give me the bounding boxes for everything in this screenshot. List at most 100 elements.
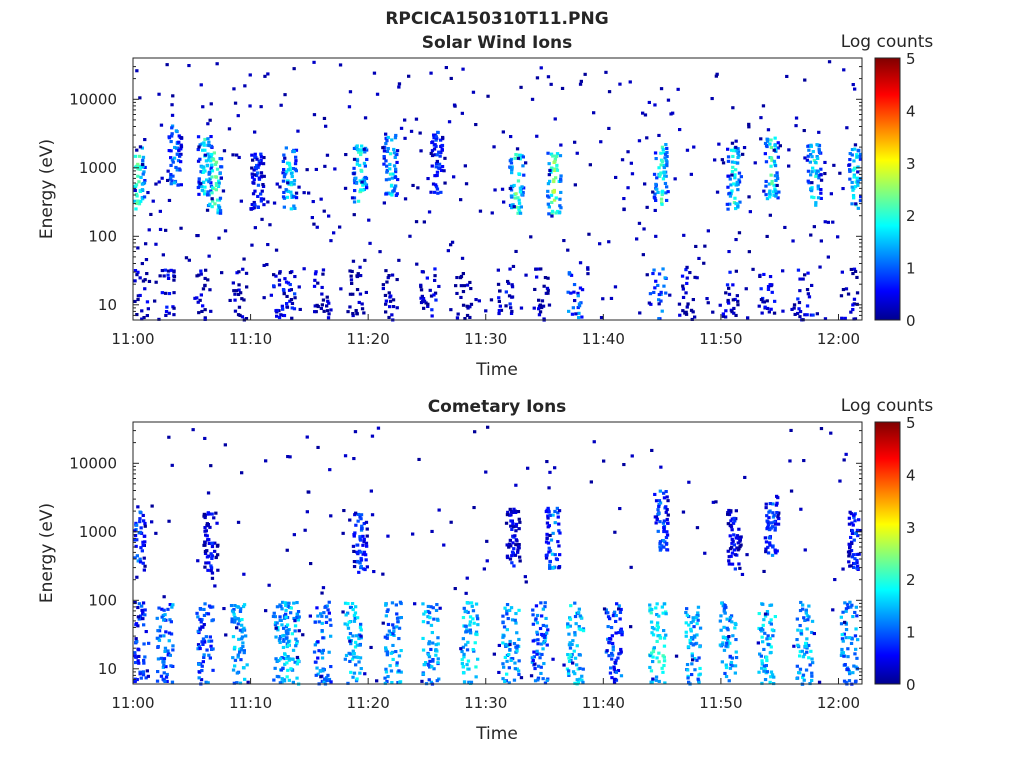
- spectrogram-cell: [805, 158, 809, 162]
- spectrogram-cell: [384, 603, 388, 607]
- spectrogram-cell: [853, 562, 857, 566]
- spectrogram-cell: [352, 157, 357, 161]
- plot-frame: [132, 57, 863, 321]
- spectrogram-cell: [287, 288, 292, 292]
- spectrogram-cell: [160, 615, 164, 619]
- spectrogram-cell: [325, 309, 330, 313]
- spectrogram-cell: [283, 601, 287, 605]
- spectrogram-cell: [423, 610, 428, 614]
- spectrogram-cell: [747, 195, 751, 199]
- spectrogram-cell: [274, 657, 278, 661]
- spectrogram-cell: [381, 287, 385, 291]
- spectrogram-cell: [198, 647, 202, 651]
- plot-frame: [132, 421, 863, 685]
- spectrogram-cell: [729, 525, 734, 529]
- spectrogram-cell: [665, 533, 670, 537]
- spectrogram-cell: [804, 641, 808, 645]
- spectrogram-cell: [291, 195, 296, 199]
- spectrogram-cell: [614, 658, 618, 662]
- spectrogram-cell: [657, 499, 662, 503]
- spectrogram-cell: [135, 148, 139, 152]
- spectrogram-cell: [147, 641, 151, 645]
- spectrogram-cell: [693, 668, 697, 672]
- spectrogram-cell: [390, 193, 394, 197]
- spectrogram-cell: [733, 553, 737, 557]
- spectrogram-cell: [665, 146, 669, 150]
- spectrogram-cell: [163, 679, 167, 683]
- spectrogram-cell: [261, 183, 265, 187]
- spectrogram-cell: [133, 199, 137, 203]
- spectrogram-cell: [789, 428, 793, 432]
- spectrogram-cell: [197, 180, 201, 184]
- spectrogram-cell: [604, 70, 608, 74]
- spectrogram-cell: [816, 173, 821, 177]
- x-axis-label: Time: [475, 360, 518, 380]
- spectrogram-cell: [703, 244, 707, 248]
- spectrogram-cell: [839, 294, 844, 298]
- spectrogram-cell: [463, 610, 467, 614]
- spectrogram-cell: [431, 606, 435, 610]
- spectrogram-cell: [811, 661, 815, 665]
- spectrogram-cell: [361, 543, 365, 547]
- spectrogram-cell: [424, 301, 428, 305]
- spectrogram-cell: [329, 634, 333, 638]
- spectrogram-cell: [512, 205, 516, 209]
- spectrogram-cell: [208, 177, 212, 181]
- spectrogram-cell: [801, 673, 806, 677]
- spectrogram-cell: [850, 603, 854, 607]
- spectrogram-cell: [762, 647, 766, 651]
- spectrogram-cell: [346, 310, 350, 314]
- spectrogram-cell: [773, 299, 777, 303]
- spectrogram-cell: [855, 566, 859, 570]
- spectrogram-cell: [816, 156, 820, 160]
- spectrogram-cell: [167, 136, 172, 140]
- spectrogram-cell: [760, 662, 764, 666]
- spectrogram-cell: [255, 157, 259, 161]
- spectrogram-cell: [261, 197, 266, 201]
- spectrogram-cell: [511, 203, 515, 207]
- spectrogram-cell: [694, 244, 698, 248]
- spectrogram-cell: [205, 612, 209, 616]
- spectrogram-cell: [143, 165, 147, 169]
- spectrogram-cell: [607, 126, 611, 130]
- spectrogram-cell: [136, 559, 140, 563]
- spectrogram-cell: [462, 284, 466, 288]
- spectrogram-cell: [735, 534, 740, 538]
- spectrogram-cell: [509, 306, 513, 310]
- spectrogram-cell: [316, 672, 320, 676]
- spectrogram-cell: [796, 297, 800, 301]
- spectrogram-cell: [261, 184, 266, 188]
- spectrogram-cell: [855, 558, 859, 562]
- spectrogram-cell: [773, 615, 777, 619]
- spectrogram-cell: [486, 94, 490, 98]
- spectrogram-cell: [842, 632, 846, 636]
- spectrogram-cell: [819, 167, 823, 171]
- spectrogram-cell: [437, 162, 442, 166]
- spectrogram-cell: [856, 183, 860, 187]
- spectrogram-cell: [332, 231, 336, 235]
- spectrogram-cell: [142, 661, 146, 665]
- spectrogram-cell: [802, 459, 806, 463]
- spectrogram-cell: [659, 87, 664, 91]
- spectrogram-cell: [635, 237, 639, 241]
- spectrogram-cell: [685, 607, 689, 611]
- spectrogram-cell: [767, 516, 771, 520]
- spectrogram-cell: [135, 575, 139, 579]
- spectrogram-cell: [206, 538, 210, 542]
- spectrogram-cell: [134, 622, 139, 626]
- spectrogram-cell: [429, 294, 434, 298]
- spectrogram-cell: [509, 606, 514, 610]
- spectrogram-cell: [730, 620, 734, 624]
- spectrogram-cell: [264, 609, 268, 613]
- spectrogram-cell: [346, 681, 350, 685]
- spectrogram-cell: [510, 309, 514, 313]
- spectrogram-cell: [363, 568, 367, 572]
- spectrogram-cell: [855, 275, 859, 279]
- spectrogram-cell: [137, 617, 141, 621]
- spectrogram-cell: [542, 635, 547, 639]
- spectrogram-cell: [662, 644, 667, 648]
- spectrogram-cell: [655, 656, 659, 660]
- spectrogram-cell: [852, 173, 856, 177]
- spectrogram-cell: [611, 645, 615, 649]
